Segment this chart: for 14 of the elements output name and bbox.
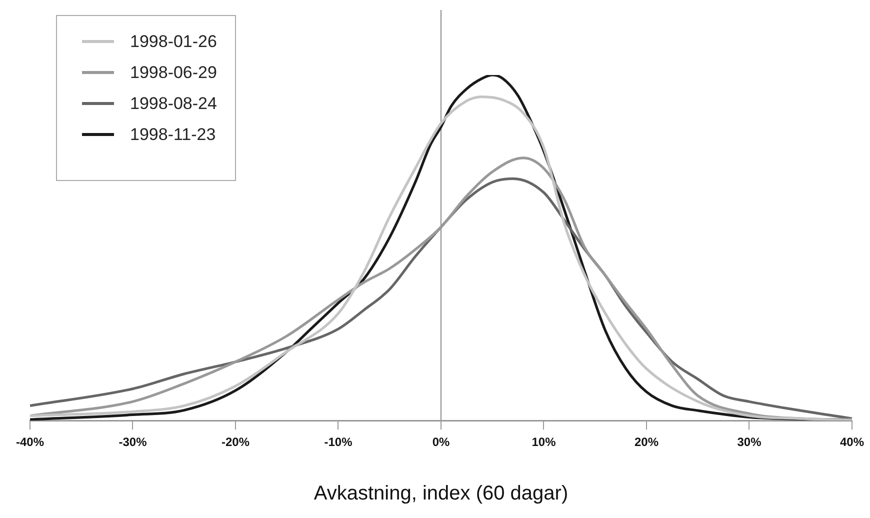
x-tick-label: 30% <box>737 435 762 450</box>
x-tick-label: -20% <box>221 435 250 450</box>
legend-label: 1998-08-24 <box>130 94 217 114</box>
legend-label: 1998-01-26 <box>130 32 217 52</box>
legend-label: 1998-11-23 <box>130 124 216 144</box>
x-tick-label: 40% <box>840 435 864 450</box>
x-tick-label: 20% <box>634 435 659 450</box>
legend-label: 1998-06-29 <box>130 62 217 82</box>
x-tick-label: 0% <box>432 435 450 450</box>
x-axis-title: Avkastning, index (60 dagar) <box>314 482 568 505</box>
x-tick-label: -40% <box>16 435 44 450</box>
x-tick-label: 10% <box>532 435 556 450</box>
x-tick-label: -30% <box>118 435 148 450</box>
x-tick-label: -10% <box>324 435 353 450</box>
